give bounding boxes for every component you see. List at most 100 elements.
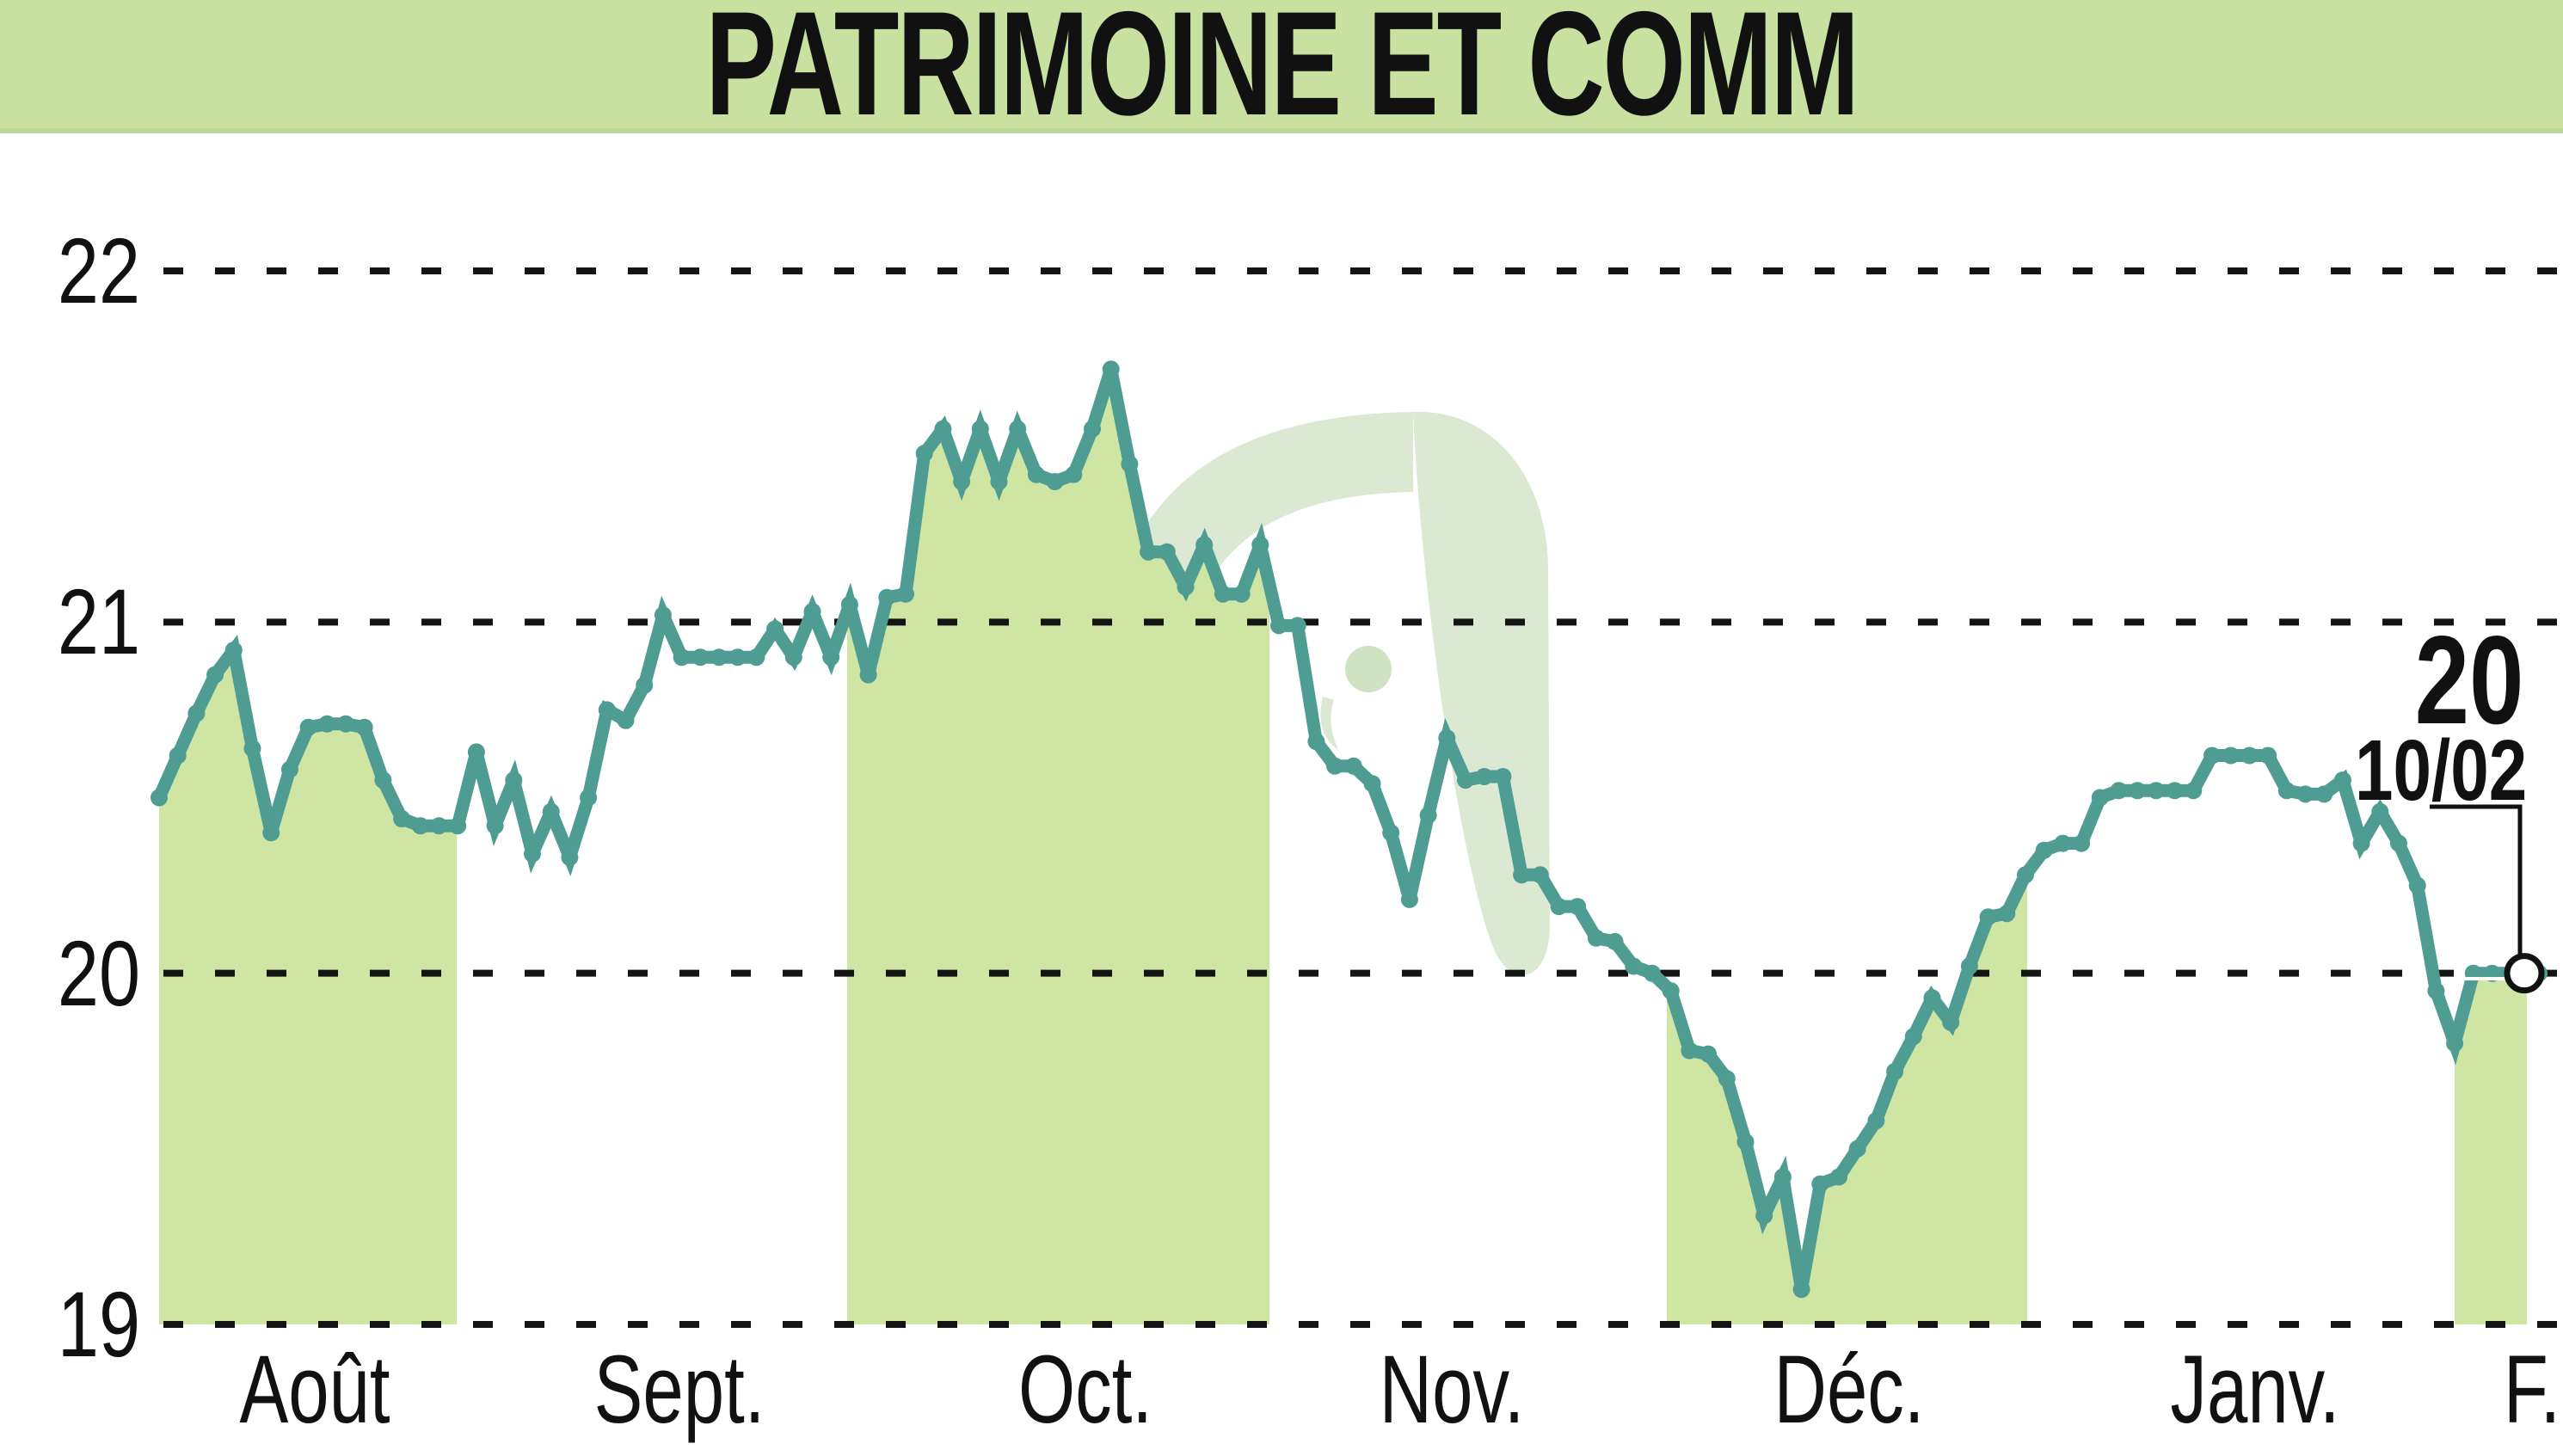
data-point-nub [1606, 932, 1624, 950]
data-point-nub [1214, 585, 1232, 603]
price-line-group [151, 360, 2548, 1299]
data-point-nub [1046, 473, 1064, 490]
data-point-nub [1232, 585, 1251, 603]
data-point-nub [953, 473, 971, 490]
y-axis-label-19: 19 [57, 1272, 140, 1376]
data-point-nub [2408, 876, 2426, 894]
data-point-nub [2259, 746, 2277, 765]
price-line [153, 367, 2539, 1291]
month-label-aot: Août [239, 1336, 390, 1443]
data-point-nub [822, 648, 840, 667]
data-point-nub [617, 711, 635, 729]
data-point-nub [1998, 905, 2016, 923]
data-point-nub [2222, 746, 2240, 765]
data-point-nub [1195, 536, 1214, 554]
data-point-nub [1177, 578, 1195, 596]
data-point-nub [1121, 455, 1139, 473]
y-axis-label-20: 20 [57, 920, 140, 1025]
data-point-nub [691, 648, 710, 667]
data-point-nub [2371, 802, 2389, 820]
data-point-nub [1699, 1045, 1718, 1063]
data-point-nub [636, 676, 654, 694]
data-point-nub [1960, 957, 1978, 975]
month-area-fills [159, 369, 2527, 1324]
data-point-nub [1457, 771, 1474, 789]
y-axis-label-22: 22 [57, 218, 140, 323]
data-point-nub [1288, 617, 1306, 635]
data-point-nub [897, 585, 914, 603]
data-point-nub [280, 760, 298, 778]
data-point-nub [784, 648, 802, 667]
data-point-nub [430, 817, 448, 835]
data-point-nub [2315, 785, 2333, 803]
data-point-nub [187, 704, 206, 722]
month-area-fill [2455, 973, 2527, 1324]
data-point-nub [1065, 465, 1083, 483]
month-label-nov: Nov. [1379, 1336, 1525, 1443]
month-area-fill [847, 369, 1269, 1324]
data-point-nub [1587, 929, 1605, 947]
data-point-nub [1158, 543, 1176, 561]
data-point-nub [486, 817, 504, 835]
last-point-marker [2504, 953, 2545, 994]
data-point-nub [1569, 898, 1587, 916]
data-point-nub [1718, 1070, 1736, 1088]
data-point-nub [2147, 782, 2165, 800]
data-point-nub [2277, 782, 2296, 800]
data-point-nub [1382, 824, 1400, 842]
month-label-janv: Janv. [2170, 1336, 2340, 1443]
watermark-dot [1345, 646, 1392, 692]
data-point-nub [1625, 957, 1643, 975]
data-point-nub [467, 743, 485, 761]
data-point-nub [1773, 1168, 1792, 1186]
callout-connector-line [2430, 804, 2523, 955]
data-point-nub [2091, 789, 2109, 807]
last-price-label: 20 [2414, 610, 2523, 750]
data-point-nub [2017, 866, 2034, 884]
data-point-nub [2073, 834, 2091, 852]
data-point-nub [840, 595, 858, 613]
data-point-nub [1270, 617, 1288, 635]
data-point-nub [224, 642, 243, 659]
data-point-nub [934, 420, 952, 438]
data-point-nub [2390, 834, 2407, 852]
data-point-nub [2446, 1035, 2464, 1053]
data-point-nub [243, 740, 261, 758]
data-point-nub [1419, 806, 1437, 824]
data-point-nub [374, 771, 392, 789]
data-point-nub [1140, 543, 1158, 561]
data-point-nub [1363, 775, 1381, 793]
data-point-nub [1400, 890, 1418, 908]
data-point-nub [2333, 771, 2351, 789]
data-point-nub [1438, 729, 1456, 747]
page-title: PATRIMOINE ET COMM [705, 0, 1859, 146]
data-point-nub [580, 789, 598, 807]
data-point-nub [169, 746, 187, 765]
data-point-nub [859, 666, 877, 684]
data-point-nub [1886, 1063, 1904, 1080]
data-point-nub [728, 648, 747, 667]
data-point-nub [803, 603, 821, 621]
data-point-nub [1102, 360, 1120, 378]
data-point-nub [1830, 1168, 1847, 1186]
data-point-nub [990, 473, 1008, 490]
data-point-nub [747, 648, 765, 667]
data-point-nub [262, 824, 280, 842]
data-point-nub [449, 817, 467, 835]
data-point-nub [1736, 1133, 1755, 1151]
data-point-nub [151, 789, 168, 807]
data-point-nub [2110, 782, 2128, 800]
data-point-nub [673, 648, 691, 667]
data-point-nub [299, 718, 317, 736]
watermark-crescent [1320, 697, 1338, 750]
data-point-nub [1009, 420, 1027, 438]
data-point-nub [2129, 782, 2147, 800]
data-point-nub [1811, 1175, 1829, 1193]
y-axis-label-21: 21 [57, 569, 140, 674]
data-point-nub [2427, 982, 2445, 1000]
data-point-nub [1475, 768, 1493, 785]
month-label-dc: Déc. [1773, 1336, 1925, 1443]
data-point-nub [1681, 1041, 1699, 1060]
